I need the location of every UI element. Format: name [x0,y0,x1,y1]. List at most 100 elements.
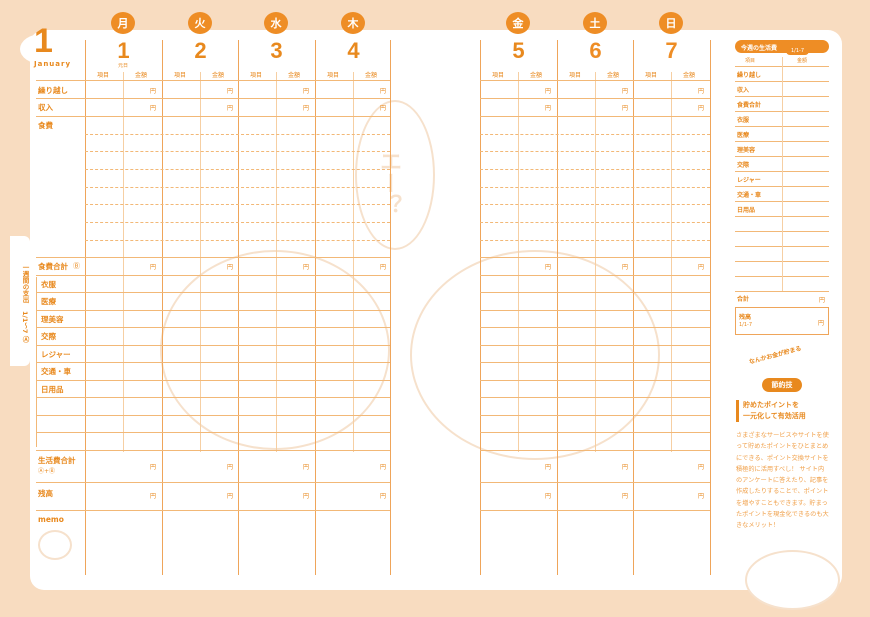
amount-cell[interactable] [240,347,313,361]
amount-cell[interactable] [559,312,632,326]
amount-cell[interactable] [240,294,313,309]
amount-cell[interactable] [164,484,237,509]
amount-cell[interactable] [240,382,313,396]
amount-cell[interactable] [164,417,237,431]
amount-cell[interactable] [635,277,708,291]
amount-cell[interactable] [635,484,708,509]
amount-cell[interactable] [635,82,708,97]
summary-amount-cell[interactable] [784,187,828,200]
amount-cell[interactable] [317,259,390,274]
amount-cell[interactable] [482,277,555,291]
summary-amount-cell[interactable] [784,142,828,155]
amount-cell[interactable] [482,82,555,97]
amount-cell[interactable] [164,399,237,414]
amount-cell[interactable] [635,347,708,361]
amount-cell[interactable] [317,417,390,431]
amount-cell[interactable] [559,294,632,309]
amount-cell[interactable] [482,347,555,361]
amount-cell[interactable] [240,329,313,344]
amount-cell[interactable] [559,82,632,97]
amount-cell[interactable] [559,484,632,509]
amount-cell[interactable] [317,294,390,309]
amount-cell[interactable] [482,399,555,414]
amount-cell[interactable] [164,452,237,481]
amount-cell[interactable] [164,82,237,97]
amount-cell[interactable] [164,364,237,379]
amount-cell[interactable] [87,294,160,309]
amount-cell[interactable] [87,484,160,509]
amount-cell[interactable] [482,259,555,274]
amount-cell[interactable] [559,329,632,344]
amount-cell[interactable] [164,100,237,115]
amount-cell[interactable] [482,382,555,396]
amount-cell[interactable] [164,329,237,344]
amount-cell[interactable] [317,434,390,449]
summary-amount-cell[interactable] [784,172,828,185]
amount-cell[interactable] [164,294,237,309]
amount-cell[interactable] [482,312,555,326]
amount-cell[interactable] [240,364,313,379]
amount-cell[interactable] [482,100,555,115]
amount-cell[interactable] [635,417,708,431]
amount-cell[interactable] [240,452,313,481]
amount-cell[interactable] [240,484,313,509]
amount-cell[interactable] [482,452,555,481]
amount-cell[interactable] [240,82,313,97]
amount-cell[interactable] [635,364,708,379]
amount-cell[interactable] [559,382,632,396]
amount-cell[interactable] [635,434,708,449]
amount-cell[interactable] [87,364,160,379]
amount-cell[interactable] [635,312,708,326]
amount-cell[interactable] [240,417,313,431]
amount-cell[interactable] [317,100,390,115]
amount-cell[interactable] [240,259,313,274]
amount-cell[interactable] [317,312,390,326]
amount-cell[interactable] [87,347,160,361]
amount-cell[interactable] [317,82,390,97]
amount-cell[interactable] [87,452,160,481]
summary-amount-cell[interactable] [784,67,828,80]
amount-cell[interactable] [317,382,390,396]
amount-cell[interactable] [240,312,313,326]
amount-cell[interactable] [87,382,160,396]
amount-cell[interactable] [317,277,390,291]
amount-cell[interactable] [87,259,160,274]
amount-cell[interactable] [559,100,632,115]
amount-cell[interactable] [559,434,632,449]
amount-cell[interactable] [87,329,160,344]
amount-cell[interactable] [482,364,555,379]
amount-cell[interactable] [635,382,708,396]
amount-cell[interactable] [559,364,632,379]
amount-cell[interactable] [240,399,313,414]
amount-cell[interactable] [87,399,160,414]
amount-cell[interactable] [317,364,390,379]
amount-cell[interactable] [317,399,390,414]
amount-cell[interactable] [164,434,237,449]
amount-cell[interactable] [482,417,555,431]
amount-cell[interactable] [635,399,708,414]
summary-amount-cell[interactable] [784,82,828,95]
amount-cell[interactable] [635,329,708,344]
amount-cell[interactable] [635,294,708,309]
amount-cell[interactable] [559,347,632,361]
amount-cell[interactable] [635,100,708,115]
amount-cell[interactable] [240,434,313,449]
summary-amount-cell[interactable] [784,97,828,110]
amount-cell[interactable] [559,259,632,274]
summary-amount-cell[interactable] [784,157,828,170]
summary-amount-cell[interactable] [784,202,828,215]
amount-cell[interactable] [87,434,160,449]
amount-cell[interactable] [164,312,237,326]
amount-cell[interactable] [164,382,237,396]
amount-cell[interactable] [164,259,237,274]
amount-cell[interactable] [87,100,160,115]
amount-cell[interactable] [317,329,390,344]
amount-cell[interactable] [635,259,708,274]
amount-cell[interactable] [482,484,555,509]
amount-cell[interactable] [559,417,632,431]
summary-amount-cell[interactable] [784,112,828,125]
amount-cell[interactable] [87,277,160,291]
amount-cell[interactable] [164,277,237,291]
amount-cell[interactable] [482,294,555,309]
amount-cell[interactable] [482,434,555,449]
